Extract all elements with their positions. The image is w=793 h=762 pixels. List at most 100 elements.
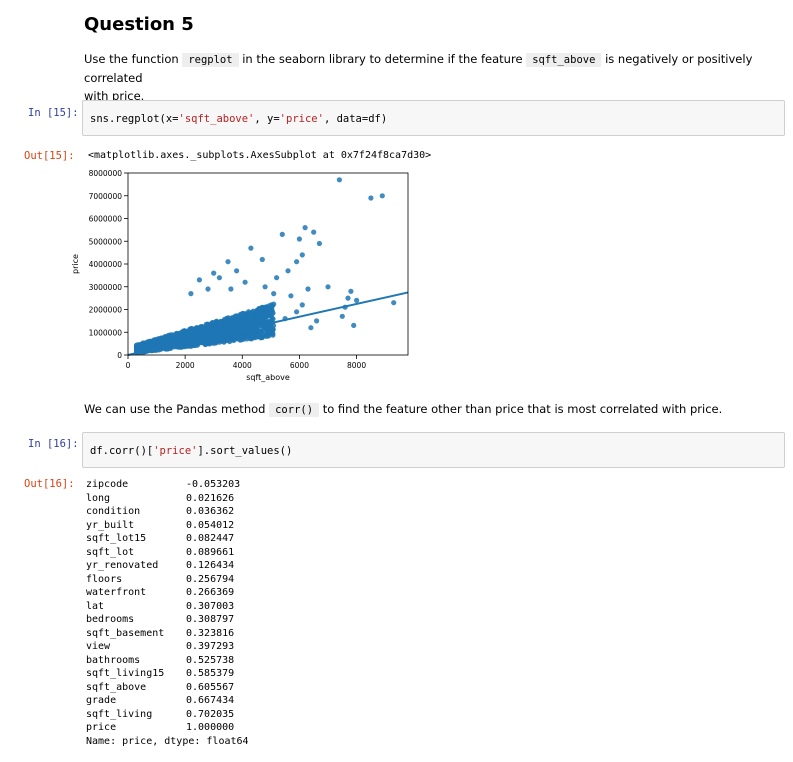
series-row-value: 0.036362: [186, 506, 235, 517]
series-row-name: sqft_above: [86, 681, 147, 693]
question-heading: Question 5: [84, 14, 194, 35]
series-row: bathrooms 0.525738: [86, 654, 249, 668]
scatter-point: [217, 326, 223, 332]
scatter-point: [162, 335, 168, 341]
scatter-point: [379, 193, 385, 199]
scatter-point: [274, 275, 280, 281]
series-row: sqft_above 0.605567: [86, 681, 249, 695]
scatter-point: [259, 256, 265, 263]
inline-code-corr: corr(): [269, 403, 320, 417]
scatter-point: [248, 245, 254, 251]
series-row-name: sqft_lot: [86, 546, 135, 558]
cell15-code-end: , data=df): [323, 113, 388, 125]
scatter-point: [254, 310, 260, 317]
scatter-point: [294, 259, 300, 265]
regression-line: [127, 291, 409, 356]
scatter-point: [216, 275, 222, 281]
scatter-point: [219, 335, 225, 341]
inline-code-regplot: regplot: [182, 53, 239, 67]
scatter-point: [339, 313, 345, 319]
scatter-point: [336, 177, 342, 183]
scatter-point: [183, 332, 189, 338]
cell15-code-mid: , y=: [254, 113, 280, 125]
series-row: sqft_basement 0.323816: [86, 627, 249, 641]
scatter-point: [267, 327, 273, 333]
scatter-point: [299, 252, 305, 258]
scatter-point: [157, 339, 163, 346]
cell15-code-input[interactable]: sns.regplot(x='sqft_above', y='price', d…: [82, 100, 785, 136]
scatter-point: [181, 328, 188, 334]
scatter-point: [135, 343, 141, 349]
scatter-point: [248, 331, 254, 337]
scatter-point: [391, 300, 397, 306]
scatter-point: [229, 318, 235, 324]
cell15-input-prompt: In [15]:: [28, 107, 79, 119]
x-tick-label: 2000: [176, 361, 195, 370]
y-axis-label: price: [71, 254, 80, 274]
x-tick-label: 0: [126, 361, 131, 370]
scatter-point: [311, 229, 317, 235]
series-row-value: -0.053203: [186, 479, 241, 490]
scatter-point: [243, 329, 249, 335]
series-row-value: 0.585379: [186, 668, 235, 679]
scatter-point: [263, 333, 269, 339]
scatter-point: [271, 323, 277, 329]
series-row-value: 0.308797: [186, 614, 235, 625]
scatter-point: [243, 318, 249, 324]
scatter-point: [223, 319, 229, 325]
scatter-point: [253, 327, 259, 333]
series-row-name: floors: [86, 573, 123, 585]
series-row-value: 0.307003: [186, 600, 235, 612]
series-row-name: sqft_lot15: [86, 533, 147, 544]
cell16-code-arg: 'price': [153, 445, 198, 457]
cell16-input-prompt: In [16]:: [28, 438, 79, 450]
series-row-name: yr_built: [86, 519, 135, 531]
series-row: sqft_living 0.702035: [86, 708, 249, 722]
scatter-point: [255, 332, 261, 338]
scatter-point: [225, 259, 231, 265]
series-footer: Name: price, dtype: float64: [86, 735, 249, 747]
scatter-point: [242, 279, 248, 285]
cell16-code-input[interactable]: df.corr()['price'].sort_values(): [82, 432, 785, 468]
series-row: bedrooms 0.308797: [86, 613, 249, 627]
scatter-point: [325, 284, 331, 290]
series-row: grade 0.667434: [86, 694, 249, 708]
x-axis-label: sqft_above: [246, 373, 290, 382]
scatter-point: [305, 286, 311, 292]
scatter-point: [188, 291, 194, 297]
scatter-point: [368, 195, 374, 201]
series-row: sqft_lot 0.089661: [86, 546, 249, 560]
cell16-output-prompt: Out[16]:: [24, 478, 75, 490]
scatter-point: [205, 286, 211, 292]
scatter-point: [269, 304, 275, 310]
y-tick-label: 1000000: [89, 328, 123, 337]
inline-code-sqft-above: sqft_above: [526, 53, 602, 67]
scatter-point: [209, 320, 215, 326]
scatter-point: [211, 340, 217, 346]
correlation-series-table: zipcode -0.053203 long 0.021626 condition 0…: [86, 478, 249, 748]
instruction-text-post: is negatively or positively correlated: [84, 52, 753, 85]
series-row: floors 0.256794: [86, 573, 249, 587]
scatter-point: [196, 277, 202, 283]
series-row-value: 0.605567: [186, 681, 235, 693]
y-tick-label: 4000000: [89, 260, 123, 269]
series-row-name: sqft_basement: [86, 627, 165, 639]
scatter-point: [271, 291, 277, 297]
series-row-name: bedrooms: [86, 614, 135, 625]
scatter-point: [211, 270, 217, 276]
series-row-value: 0.397293: [186, 641, 235, 652]
y-tick-label: 6000000: [89, 215, 123, 224]
scatter-point: [204, 327, 210, 333]
series-row: waterfront 0.266369: [86, 586, 249, 600]
corr-text-pre: We can use the Pandas method: [84, 402, 266, 416]
series-row: long 0.021626: [86, 492, 249, 506]
scatter-point: [288, 293, 294, 299]
corr-paragraph: We can use the Pandas method corr() to f…: [84, 400, 764, 419]
y-tick-label: 3000000: [89, 283, 123, 292]
series-row-value: 0.266369: [186, 587, 235, 598]
scatter-point: [237, 311, 244, 317]
series-row-name: view: [86, 641, 111, 652]
scatter-point: [189, 333, 196, 339]
x-tick-label: 8000: [347, 361, 366, 370]
scatter-point: [228, 336, 235, 343]
